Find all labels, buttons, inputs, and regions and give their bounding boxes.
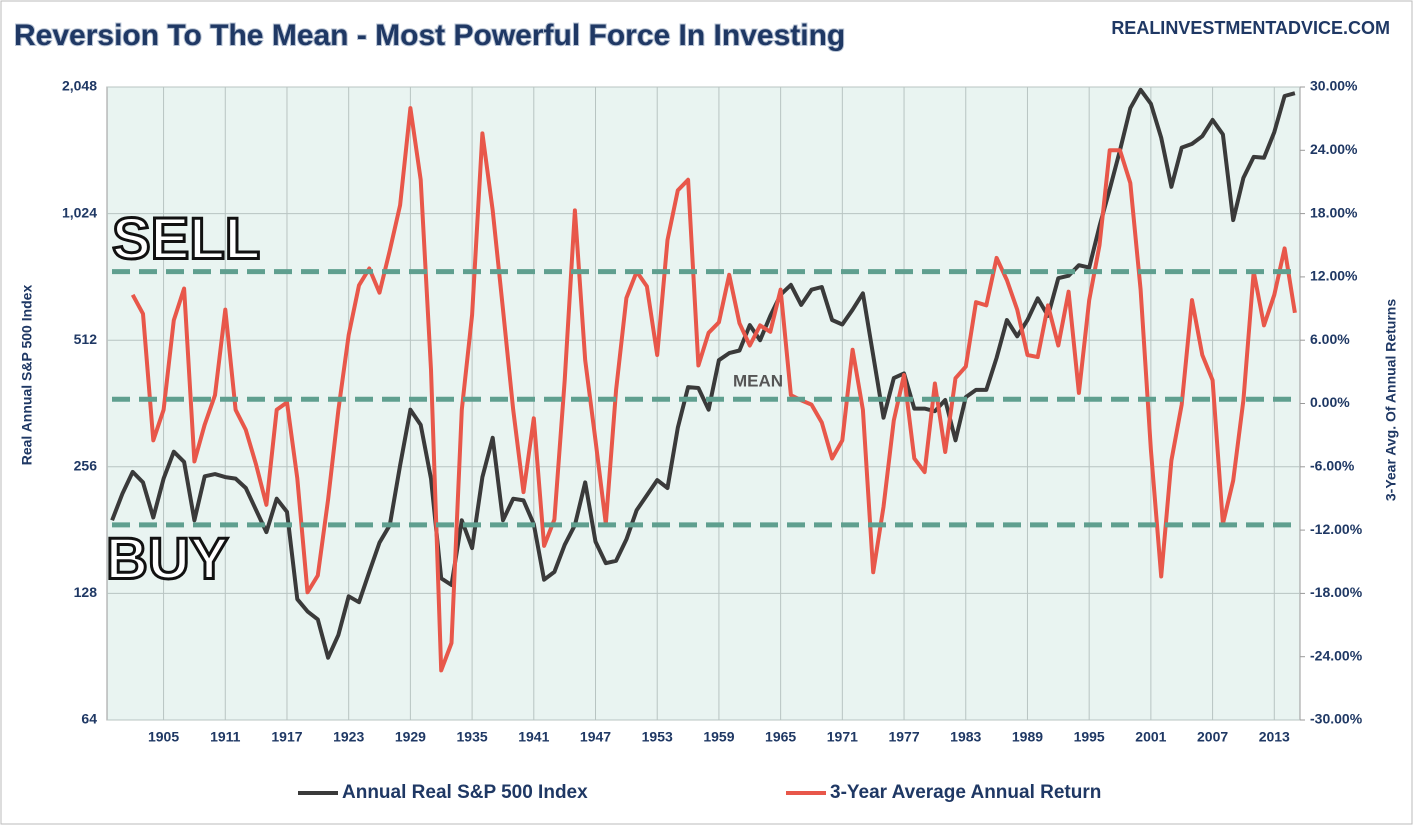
x-tick-label: 2001	[1135, 729, 1166, 745]
x-tick-label: 1911	[210, 729, 241, 745]
y2-tick-label: -30.00%	[1310, 711, 1363, 727]
x-tick-label: 1965	[765, 729, 796, 745]
x-tick-label: 1953	[642, 729, 673, 745]
chart-title: Reversion To The Mean - Most Powerful Fo…	[14, 19, 845, 52]
annotation: SELL	[112, 206, 260, 271]
y2-tick-label: 12.00%	[1310, 268, 1358, 284]
x-tick-label: 1923	[333, 729, 364, 745]
series-line	[130, 106, 1297, 673]
x-tick-label: 1905	[148, 729, 179, 745]
x-tick-label: 2013	[1259, 729, 1290, 745]
x-tick-label: 1929	[395, 729, 426, 745]
x-tick-label: 1995	[1074, 729, 1105, 745]
y-tick-label: 2,048	[62, 78, 97, 94]
y-tick-label: 512	[74, 331, 98, 347]
y2-tick-label: 6.00%	[1310, 331, 1350, 347]
x-tick-label: 1917	[271, 729, 302, 745]
x-tick-label: 1983	[950, 729, 981, 745]
x-tick-label: 2007	[1197, 729, 1228, 745]
x-tick-label: 1935	[457, 729, 488, 745]
annotation: MEAN	[733, 371, 783, 390]
y2-tick-label: 18.00%	[1310, 204, 1358, 220]
y-tick-label: 1,024	[62, 204, 97, 220]
y2-axis-label: 3-Year Avg. Of Annual Returns	[1383, 299, 1399, 501]
y2-tick-label: -12.00%	[1310, 521, 1363, 537]
x-tick-label: 1977	[888, 729, 919, 745]
y2-tick-label: 24.00%	[1310, 141, 1358, 157]
x-tick-label: 1971	[827, 729, 858, 745]
y-tick-label: 256	[74, 458, 98, 474]
y-tick-label: 128	[74, 584, 98, 600]
y-axis-label: Real Annual S&P 500 Index	[19, 285, 35, 466]
source: REALINVESTMENTADVICE.COM	[1111, 18, 1390, 38]
y2-tick-label: 0.00%	[1310, 394, 1350, 410]
x-tick-label: 1959	[703, 729, 734, 745]
legend-label: Annual Real S&P 500 Index	[342, 782, 588, 803]
y2-tick-label: -6.00%	[1310, 458, 1355, 474]
x-tick-label: 1989	[1012, 729, 1043, 745]
x-tick-label: 1941	[518, 729, 549, 745]
y2-tick-label: -24.00%	[1310, 647, 1363, 663]
annotation: BUY	[106, 526, 228, 591]
legend-label: 3-Year Average Annual Return	[830, 782, 1101, 803]
y2-tick-label: -18.00%	[1310, 584, 1363, 600]
y2-tick-label: 30.00%	[1310, 78, 1358, 94]
y-tick-label: 64	[81, 711, 97, 727]
series-line	[110, 87, 1296, 660]
x-tick-label: 1947	[580, 729, 611, 745]
